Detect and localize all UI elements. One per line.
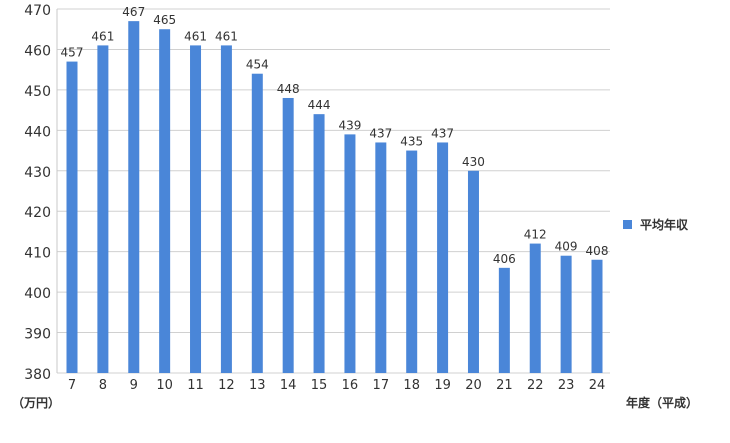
data-label: 439: [338, 118, 361, 132]
bar: [498, 267, 510, 373]
x-tick-label: 24: [589, 378, 606, 393]
y-tick-label: 400: [24, 286, 51, 302]
bar: [251, 73, 263, 373]
x-tick-label: 13: [249, 378, 266, 393]
y-tick-label: 470: [24, 3, 51, 19]
x-axis-ticks: 7 8 9 10 11 12 13 14 15 16 17 18 19 20 21 22 23 24: [68, 378, 605, 393]
legend: 平均年収: [623, 217, 689, 232]
bar: [190, 45, 202, 374]
bar: [591, 259, 603, 373]
data-label: 430: [462, 155, 485, 169]
x-tick-label: 12: [218, 378, 235, 393]
y-axis-label: （万円）: [12, 395, 60, 410]
y-tick-label: 440: [24, 124, 51, 140]
bar: [437, 142, 449, 373]
bar: [375, 142, 387, 373]
data-labels: 457 461 467 465 461 461 454 448 444 439 437 435 437 4…: [61, 5, 609, 266]
data-label: 461: [91, 29, 114, 43]
x-tick-label: 14: [280, 378, 297, 393]
data-label: 437: [369, 126, 392, 140]
bar: [97, 45, 109, 374]
bar: [406, 150, 418, 373]
x-tick-label: 8: [99, 378, 107, 393]
data-label: 406: [493, 252, 516, 266]
bar: [467, 170, 479, 373]
y-tick-label: 430: [24, 165, 51, 181]
bar: [128, 21, 140, 374]
bar: [66, 61, 78, 373]
data-label: 437: [431, 126, 454, 140]
bar: [529, 243, 541, 373]
y-axis-ticks: 380 390 400 410 420 430 440 450 460 470: [24, 3, 51, 383]
bar: [313, 114, 325, 374]
grid-lines: [56, 8, 610, 374]
data-label: 467: [122, 5, 145, 19]
y-tick-label: 380: [24, 367, 51, 383]
data-label: 461: [184, 29, 207, 43]
data-label: 412: [524, 228, 547, 242]
x-tick-label: 11: [187, 378, 204, 393]
x-tick-label: 10: [156, 378, 173, 393]
bar: [560, 255, 572, 373]
x-tick-label: 19: [434, 378, 451, 393]
data-label: 409: [555, 240, 578, 254]
y-tick-label: 420: [24, 205, 51, 221]
x-tick-label: 20: [465, 378, 482, 393]
data-label: 465: [153, 13, 176, 27]
x-tick-label: 7: [68, 378, 76, 393]
x-tick-label: 17: [373, 378, 390, 393]
y-tick-label: 450: [24, 84, 51, 100]
x-axis-label: 年度（平成）: [626, 395, 698, 410]
legend-label: 平均年収: [640, 217, 689, 232]
y-tick-label: 460: [24, 43, 51, 59]
x-tick-label: 23: [558, 378, 575, 393]
x-tick-label: 21: [496, 378, 513, 393]
x-tick-label: 22: [527, 378, 544, 393]
data-label: 408: [586, 244, 609, 258]
data-label: 435: [400, 135, 423, 149]
y-tick-label: 410: [24, 246, 51, 262]
y-tick-label: 390: [24, 327, 51, 343]
bar: [159, 29, 171, 373]
x-tick-label: 18: [403, 378, 420, 393]
data-label: 448: [277, 82, 300, 96]
bar-series: [66, 21, 603, 374]
bar: [282, 97, 294, 373]
data-label: 454: [246, 58, 269, 72]
x-tick-label: 16: [342, 378, 359, 393]
data-label: 457: [61, 46, 84, 60]
bar: [344, 134, 356, 373]
data-label: 444: [308, 98, 331, 112]
bar: [220, 45, 232, 374]
data-label: 461: [215, 29, 238, 43]
x-tick-label: 15: [311, 378, 328, 393]
x-tick-label: 9: [130, 378, 138, 393]
legend-swatch: [623, 220, 632, 229]
